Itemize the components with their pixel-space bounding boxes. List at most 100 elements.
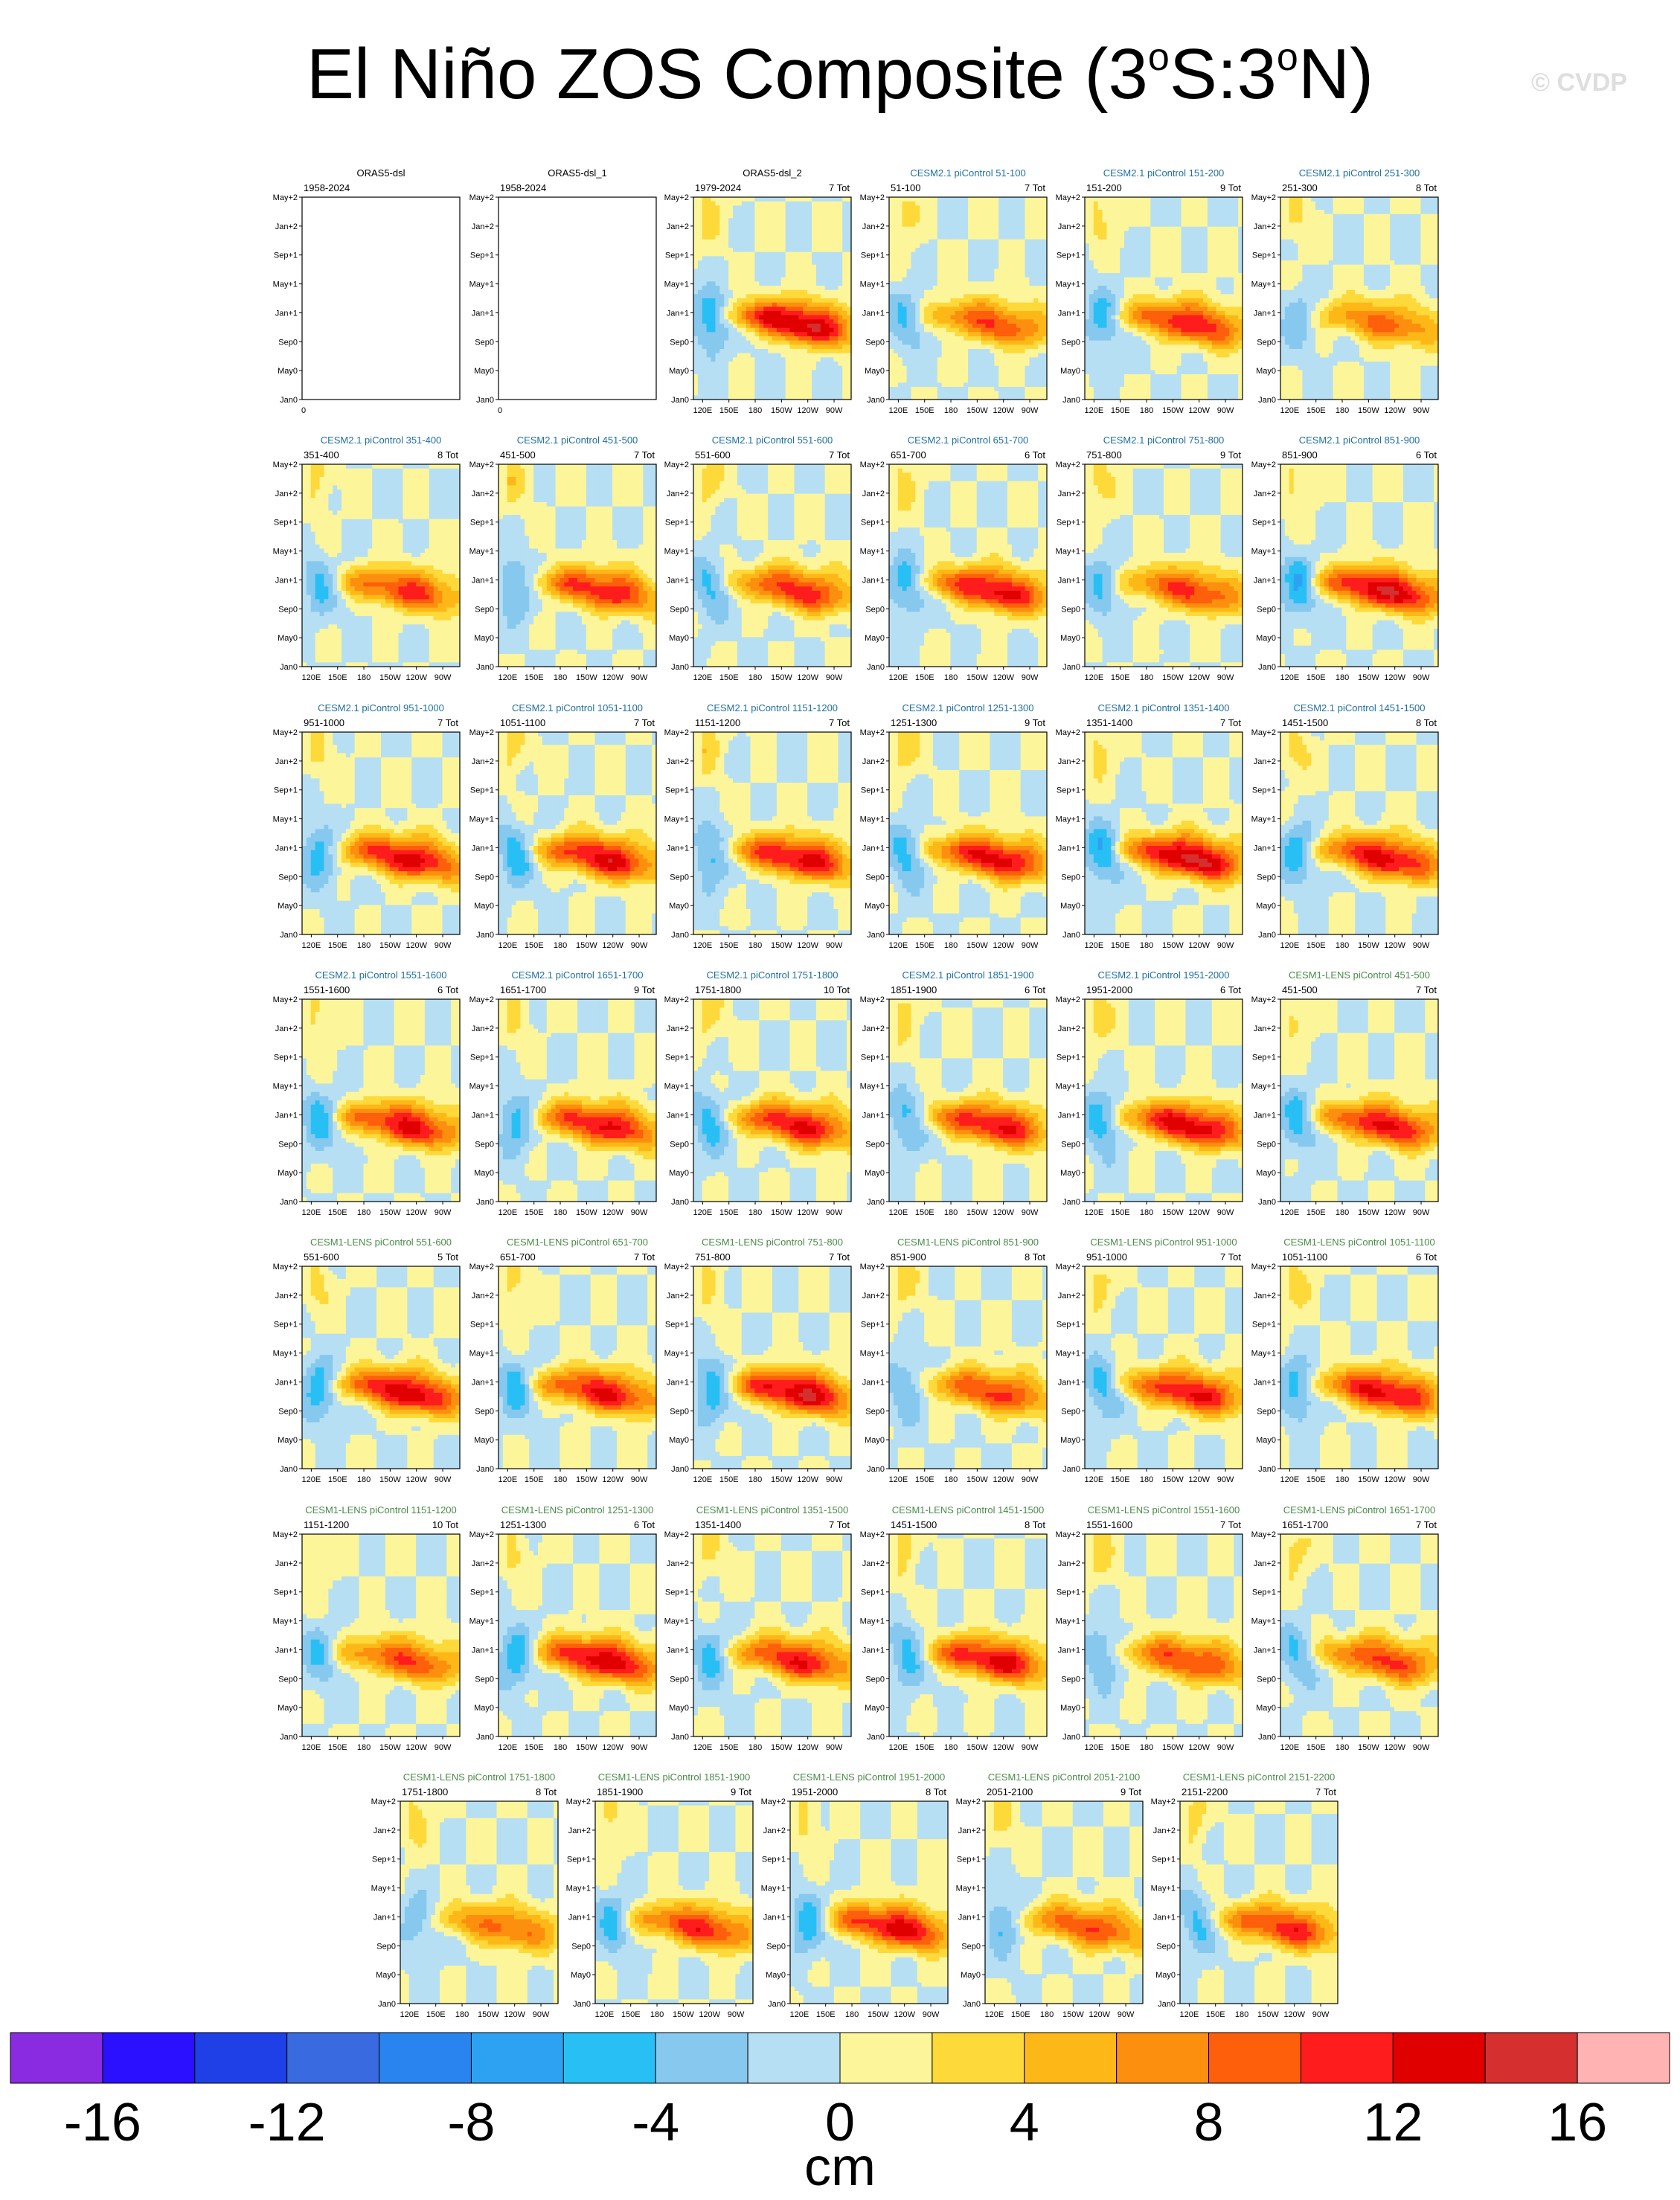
heatmap-cell xyxy=(742,387,746,391)
heatmap-cell xyxy=(889,344,894,349)
heatmap-cell xyxy=(894,374,898,379)
heatmap-cell xyxy=(803,252,807,257)
heatmap-cell xyxy=(911,379,915,383)
heatmap-cell xyxy=(763,366,768,371)
heatmap-cell xyxy=(733,294,737,298)
heatmap-cell xyxy=(915,281,920,286)
heatmap-cell xyxy=(742,278,746,282)
heatmap-cell xyxy=(821,319,825,324)
heatmap-cell xyxy=(742,227,746,231)
heatmap-cell xyxy=(830,353,834,358)
heatmap-cell xyxy=(907,197,911,202)
heatmap-cell xyxy=(803,210,807,214)
heatmap-cell xyxy=(737,252,742,257)
heatmap-cell xyxy=(693,214,698,219)
heatmap-cell xyxy=(889,210,894,214)
heatmap-cell xyxy=(920,227,924,231)
heatmap-cell xyxy=(838,307,842,311)
heatmap-cell xyxy=(911,197,915,202)
heatmap-cell xyxy=(816,319,821,324)
heatmap-cell xyxy=(812,286,816,290)
heatmap-cell xyxy=(768,256,772,260)
heatmap-cell xyxy=(742,344,746,349)
heatmap-cell xyxy=(825,278,830,282)
heatmap-cell xyxy=(830,294,834,298)
heatmap-cell xyxy=(702,273,707,278)
heatmap-cell xyxy=(777,315,781,320)
heatmap-cell xyxy=(711,303,716,307)
heatmap-cell xyxy=(902,248,907,252)
heatmap-cell xyxy=(693,265,698,269)
heatmap-cell xyxy=(737,240,742,244)
heatmap-cell xyxy=(807,349,812,353)
heatmap-cell xyxy=(821,349,825,353)
heatmap-cell xyxy=(816,341,821,345)
heatmap-cell xyxy=(915,197,920,202)
heatmap-cell xyxy=(742,210,746,214)
heatmap-cell xyxy=(693,294,698,298)
heatmap-cell xyxy=(898,336,902,341)
heatmap-cell xyxy=(702,252,707,257)
heatmap-cell xyxy=(746,278,751,282)
heatmap-cell xyxy=(807,273,812,278)
heatmap-cell xyxy=(724,210,728,214)
heatmap-cell xyxy=(772,353,777,358)
heatmap-cell xyxy=(821,256,825,260)
heatmap-cell xyxy=(768,387,772,391)
panel-4: CESM2.1 piControl 51-10051-100 7 TotMay+2… xyxy=(860,167,1048,415)
heatmap-cell xyxy=(812,197,816,202)
heatmap-cell xyxy=(772,235,777,240)
heatmap-cell xyxy=(821,235,825,240)
heatmap-cell xyxy=(786,362,790,366)
heatmap-cell xyxy=(790,269,795,273)
heatmap-cell xyxy=(763,341,768,345)
heatmap-cell xyxy=(733,256,737,260)
heatmap-cell xyxy=(737,307,742,311)
heatmap-cell xyxy=(693,205,698,210)
heatmap-cell xyxy=(838,273,842,278)
heatmap-cell xyxy=(911,286,915,290)
heatmap-cell xyxy=(898,205,902,210)
heatmap-cell xyxy=(812,370,816,374)
heatmap-cell xyxy=(920,307,924,311)
heatmap-cell xyxy=(759,281,763,286)
heatmap-cell xyxy=(816,222,821,227)
heatmap-cell xyxy=(737,227,742,231)
heatmap-cell xyxy=(803,278,807,282)
heatmap-cell xyxy=(746,387,751,391)
heatmap-cell xyxy=(693,349,698,353)
heatmap-cell xyxy=(751,265,755,269)
heatmap-cell xyxy=(733,281,737,286)
heatmap-cell xyxy=(759,303,763,307)
heatmap-cell xyxy=(733,231,737,235)
heatmap-cell xyxy=(830,344,834,349)
heatmap-cell xyxy=(790,231,795,235)
heatmap-cell xyxy=(807,311,812,315)
heatmap-cell xyxy=(737,278,742,282)
heatmap-cell xyxy=(902,269,907,273)
heatmap-cell xyxy=(759,366,763,371)
heatmap-cell xyxy=(698,231,702,235)
heatmap-cell xyxy=(821,328,825,333)
heatmap-cell xyxy=(702,319,707,324)
heatmap-cell xyxy=(821,391,825,396)
heatmap-cell xyxy=(768,202,772,206)
heatmap-cell xyxy=(825,205,830,210)
heatmap-cell xyxy=(719,387,724,391)
heatmap-cell xyxy=(737,374,742,379)
heatmap-cell xyxy=(798,265,803,269)
heatmap-cell xyxy=(777,243,781,248)
heatmap-cell xyxy=(693,240,698,244)
heatmap-cell xyxy=(825,391,830,396)
heatmap-cell xyxy=(812,349,816,353)
heatmap-cell xyxy=(707,303,711,307)
heatmap-cell xyxy=(907,260,911,265)
heatmap-cell xyxy=(759,202,763,206)
heatmap-cell xyxy=(898,303,902,307)
heatmap-cell xyxy=(812,273,816,278)
heatmap-cell xyxy=(907,315,911,320)
heatmap-cell xyxy=(889,341,894,345)
heatmap-cell xyxy=(786,218,790,222)
heatmap-cell xyxy=(781,197,786,202)
heatmap-cell xyxy=(894,286,898,290)
